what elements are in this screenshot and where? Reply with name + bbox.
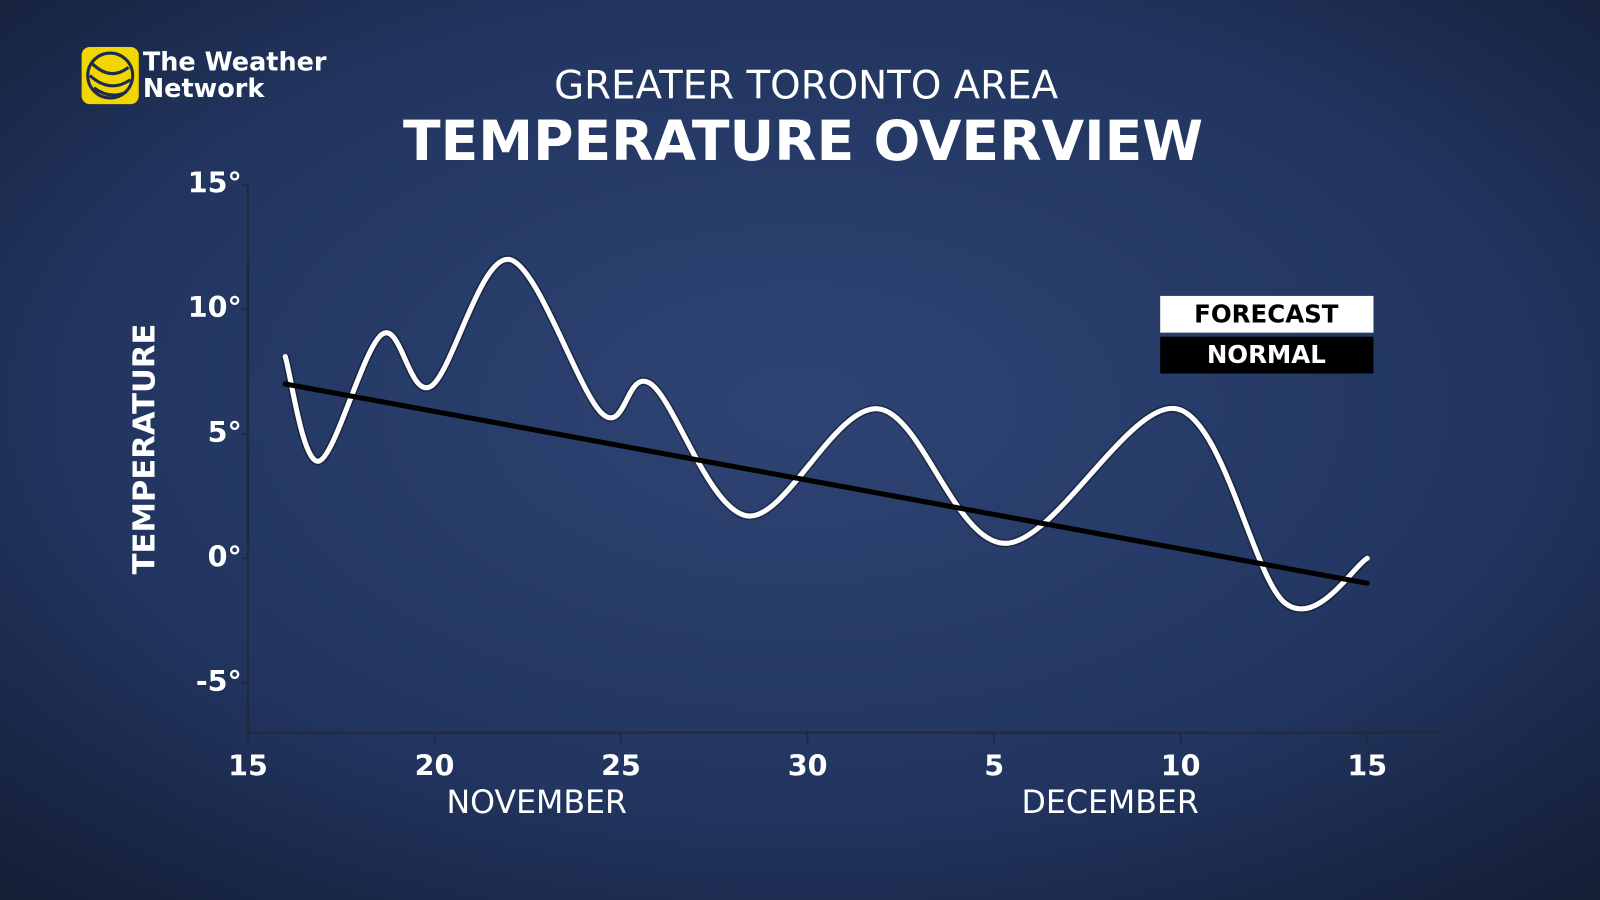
y-axis-label: TEMPERATURE [127,324,162,575]
x-tick-label: 15 [1347,748,1387,782]
y-tick-label: 0° [208,539,242,573]
legend-label: FORECAST [1194,299,1339,328]
x-group-label: DECEMBER [1022,785,1199,821]
legend-label: NORMAL [1207,340,1326,369]
logo-stripes [88,62,132,97]
x-tick-label: 25 [601,748,641,782]
chart-subtitle: TEMPERATURE OVERVIEW [403,109,1203,173]
x-group-label: NOVEMBER [446,785,627,821]
logo: The Weather Network [81,46,327,105]
x-tick-label: 5 [984,748,1004,782]
legend-swatch [1160,336,1374,374]
y-tick-label: 15° [188,166,242,200]
y-tick-label: -5° [196,664,242,698]
line-series [282,381,1370,586]
legend-swatch [1160,295,1374,333]
x-tick-label: 20 [415,748,455,782]
logo-text: Network [143,74,265,104]
y-tick-label: 10° [188,290,242,324]
chart-title: GREATER TORONTO AREA [554,63,1059,108]
x-tick-label: 30 [788,748,828,782]
x-tick-label: 15 [228,748,268,782]
x-tick-label: 10 [1161,748,1201,782]
logo-text: The Weather [143,47,327,77]
line-series [282,256,1370,612]
logo-globe [86,51,135,100]
y-tick-label: 5° [208,415,242,449]
